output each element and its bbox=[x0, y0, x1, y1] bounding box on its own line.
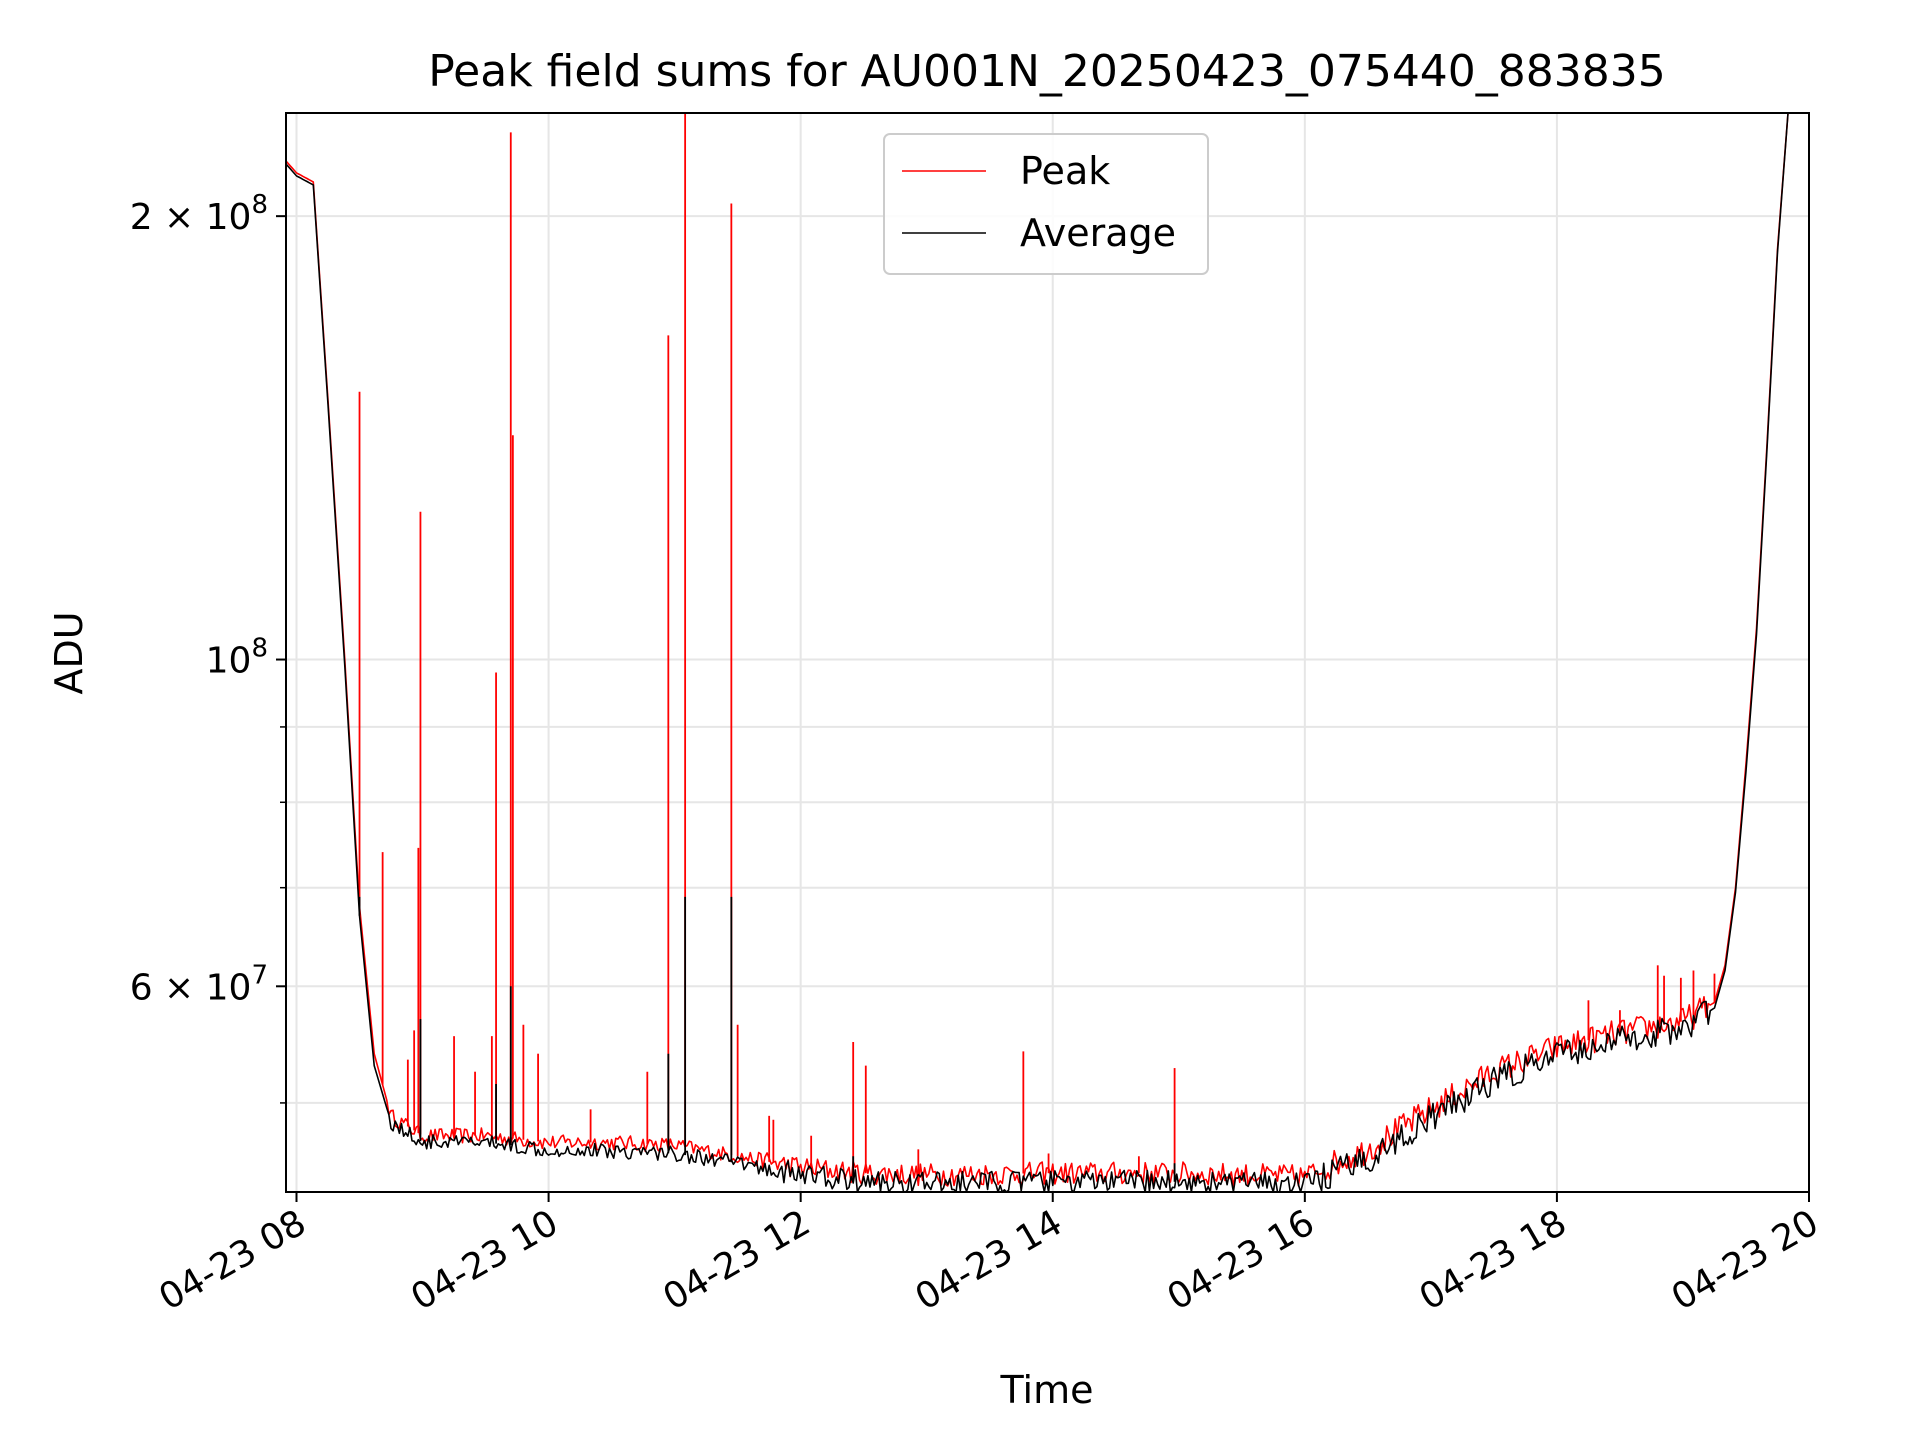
plot-area bbox=[285, 112, 1789, 1193]
y-axis-title: ADU bbox=[47, 611, 91, 694]
x-axis-title: Time bbox=[1000, 1368, 1094, 1412]
legend-label-average: Average bbox=[1020, 211, 1176, 255]
legend: Peak Average bbox=[883, 133, 1209, 275]
y-tick-label: 108 bbox=[206, 634, 268, 682]
y-axis: 2 × 108 108 6 × 107 bbox=[130, 190, 286, 1104]
series-line-peak bbox=[285, 112, 1789, 1187]
legend-label-peak: Peak bbox=[1020, 149, 1110, 193]
chart-title: Peak field sums for AU001N_20250423_0754… bbox=[428, 46, 1666, 97]
series-line-average bbox=[285, 112, 1789, 1193]
y-tick-label: 6 × 107 bbox=[130, 960, 268, 1008]
axes-frame bbox=[285, 112, 1810, 1193]
grid bbox=[286, 113, 1810, 1192]
y-tick-label: 2 × 108 bbox=[130, 190, 268, 238]
legend-box bbox=[883, 133, 1209, 275]
